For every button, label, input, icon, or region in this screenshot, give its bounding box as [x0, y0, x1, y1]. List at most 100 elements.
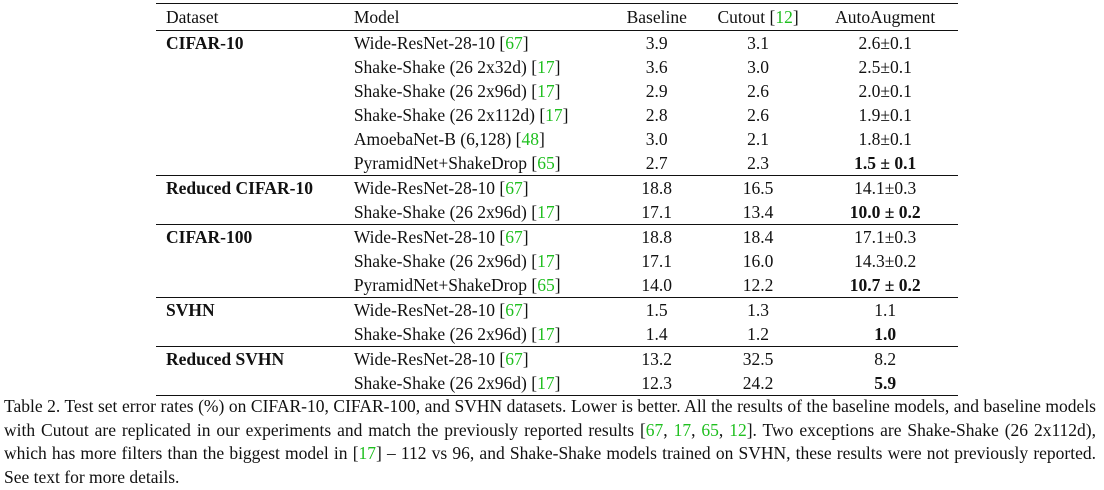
citation-link[interactable]: 17: [673, 419, 692, 440]
caption-separator: ,: [718, 419, 730, 440]
dataset-group: CIFAR-10 Wide-ResNet-28-10 [67] 3.9 3.1 2.6±…: [156, 31, 958, 176]
dataset-cell: [156, 103, 354, 127]
table-row: CIFAR-10 Wide-ResNet-28-10 [67] 3.9 3.1 2.6±…: [156, 31, 958, 56]
model-cell: Shake-Shake (26 2x112d) [17]: [354, 103, 610, 127]
baseline-cell: 2.7: [645, 153, 668, 173]
baseline-cell: 12.3: [609, 371, 704, 396]
autoaugment-cell: 1.8±0.1: [858, 129, 912, 149]
citation-link[interactable]: 17: [537, 81, 555, 101]
table-row: SVHN Wide-ResNet-28-10 [67] 1.5 1.3 1.1: [156, 297, 958, 322]
model-cell: Wide-ResNet-28-10 [67]: [353, 175, 610, 200]
citation-close: ]: [554, 81, 561, 101]
model-cell: Wide-ResNet-28-10 [67]: [353, 346, 610, 371]
dataset-cell: [156, 200, 354, 225]
citation-link[interactable]: 17: [537, 57, 555, 77]
citation-link[interactable]: 12: [729, 419, 747, 440]
dataset-cell: [156, 151, 354, 176]
header-cutout-text: Cutout [: [717, 7, 776, 27]
baseline-cell: 3.6: [645, 57, 668, 77]
model-name: Shake-Shake (26 2x96d) [: [353, 251, 538, 271]
dataset-cell: Reduced SVHN: [156, 346, 354, 371]
citation-link[interactable]: 17: [537, 202, 555, 222]
autoaugment-cell: 2.5±0.1: [858, 57, 912, 77]
caption-separator: ,: [663, 419, 674, 440]
model-name: Shake-Shake (26 2x96d) [: [353, 202, 538, 222]
model-cell: Shake-Shake (26 2x96d) [17]: [354, 200, 610, 225]
baseline-cell: 3.9: [645, 33, 668, 53]
dataset-cell: CIFAR-100: [156, 224, 354, 249]
citation-close: ]: [522, 349, 529, 369]
autoaugment-cell: 17.1±0.3: [812, 224, 958, 249]
citation-link[interactable]: 67: [505, 227, 523, 247]
model-name: Wide-ResNet-28-10 [: [353, 349, 506, 369]
citation-close: ]: [554, 324, 561, 344]
baseline-cell: 17.1: [641, 251, 673, 271]
cutout-cell: 13.4: [742, 202, 774, 222]
citation-link[interactable]: 17: [358, 443, 377, 463]
header-model: Model: [353, 3, 610, 31]
cutout-cell: 24.2: [703, 371, 813, 396]
cutout-cell: 18.4: [703, 224, 813, 249]
citation-close: ]: [554, 202, 561, 222]
citation-link[interactable]: 67: [505, 178, 523, 198]
model-cell: Wide-ResNet-28-10 [67]: [353, 297, 610, 322]
citation-link[interactable]: 67: [505, 349, 523, 369]
dataset-cell: [156, 249, 354, 273]
dataset-cell: [156, 273, 354, 298]
citation-link[interactable]: 67: [645, 419, 664, 440]
baseline-cell: 2.8: [645, 105, 668, 125]
table-header: Dataset Model Baseline Cutout [12] AutoA…: [156, 3, 958, 31]
dataset-cell: [156, 79, 354, 103]
dataset-group: Reduced SVHN Wide-ResNet-28-10 [67] 13.2 32…: [156, 346, 958, 396]
table-row: AmoebaNet-B (6,128) [48] 3.0 2.1 1.8±0.1: [156, 127, 958, 151]
dataset-cell: CIFAR-10: [166, 33, 244, 53]
baseline-cell: 18.8: [609, 224, 704, 249]
model-cell: AmoebaNet-B (6,128) [48]: [354, 127, 610, 151]
dataset-group: Reduced CIFAR-10 Wide-ResNet-28-10 [67] 18…: [156, 175, 958, 225]
citation-link[interactable]: 65: [537, 153, 555, 173]
autoaugment-cell: 5.9: [812, 371, 958, 396]
citation-close: ]: [562, 105, 569, 125]
cutout-cell: 2.6: [747, 105, 770, 125]
model-name: Wide-ResNet-28-10 [: [353, 300, 506, 320]
caption-text: Table 2. Test set error rates (%) on CIF…: [4, 396, 1096, 440]
citation-link[interactable]: 17: [545, 105, 563, 125]
citation-close: ]: [554, 251, 561, 271]
citation-close: ]: [554, 275, 561, 295]
citation-link[interactable]: 48: [521, 129, 540, 149]
autoaugment-cell: 1.5 ± 0.1: [854, 153, 917, 173]
header-autoaugment: AutoAugment: [812, 3, 958, 31]
model-cell: Shake-Shake (26 2x96d) [17]: [354, 249, 610, 273]
table-row: CIFAR-100 Wide-ResNet-28-10 [67] 18.8 18.4 1…: [156, 224, 958, 249]
citation-close: ]: [554, 153, 561, 173]
table-row: PyramidNet+ShakeDrop [65] 2.7 2.3 1.5 ± 0.1: [156, 151, 958, 176]
model-name: Shake-Shake (26 2x96d) [: [353, 324, 538, 344]
cutout-cell: 2.3: [747, 153, 770, 173]
citation-link[interactable]: 67: [505, 33, 523, 53]
header-cutout: Cutout [12]: [703, 3, 813, 31]
baseline-cell: 17.1: [641, 202, 673, 222]
model-name: PyramidNet+ShakeDrop [: [353, 275, 538, 295]
citation-link[interactable]: 67: [505, 300, 523, 320]
citation-link[interactable]: 17: [537, 251, 555, 271]
table-row: Shake-Shake (26 2x96d) [17] 17.1 16.0 14.3±…: [156, 249, 958, 273]
citation-link[interactable]: 65: [701, 419, 719, 440]
caption-text: ]. Two exceptions are Shake-Shake (26 2x…: [4, 419, 1097, 464]
cutout-cell: 1.3: [703, 297, 813, 322]
citation-link[interactable]: 12: [775, 7, 793, 27]
model-name: Wide-ResNet-28-10 [: [353, 178, 506, 198]
citation-link[interactable]: 65: [537, 275, 555, 295]
dataset-group: CIFAR-100 Wide-ResNet-28-10 [67] 18.8 18.4 1…: [156, 224, 958, 298]
model-name: Wide-ResNet-28-10 [: [353, 227, 506, 247]
cutout-cell: 3.1: [747, 33, 770, 53]
autoaugment-cell: 14.1±0.3: [812, 175, 958, 200]
baseline-cell: 18.8: [609, 175, 704, 200]
table-row: Reduced SVHN Wide-ResNet-28-10 [67] 13.2 32…: [156, 346, 958, 371]
model-cell: Wide-ResNet-28-10 [67]: [353, 224, 610, 249]
autoaugment-cell: 8.2: [812, 346, 958, 371]
cutout-cell: 2.1: [747, 129, 770, 149]
citation-link[interactable]: 17: [537, 324, 555, 344]
dataset-cell: Reduced CIFAR-10: [156, 175, 354, 200]
citation-link[interactable]: 17: [537, 373, 555, 393]
dataset-cell: [156, 371, 354, 396]
